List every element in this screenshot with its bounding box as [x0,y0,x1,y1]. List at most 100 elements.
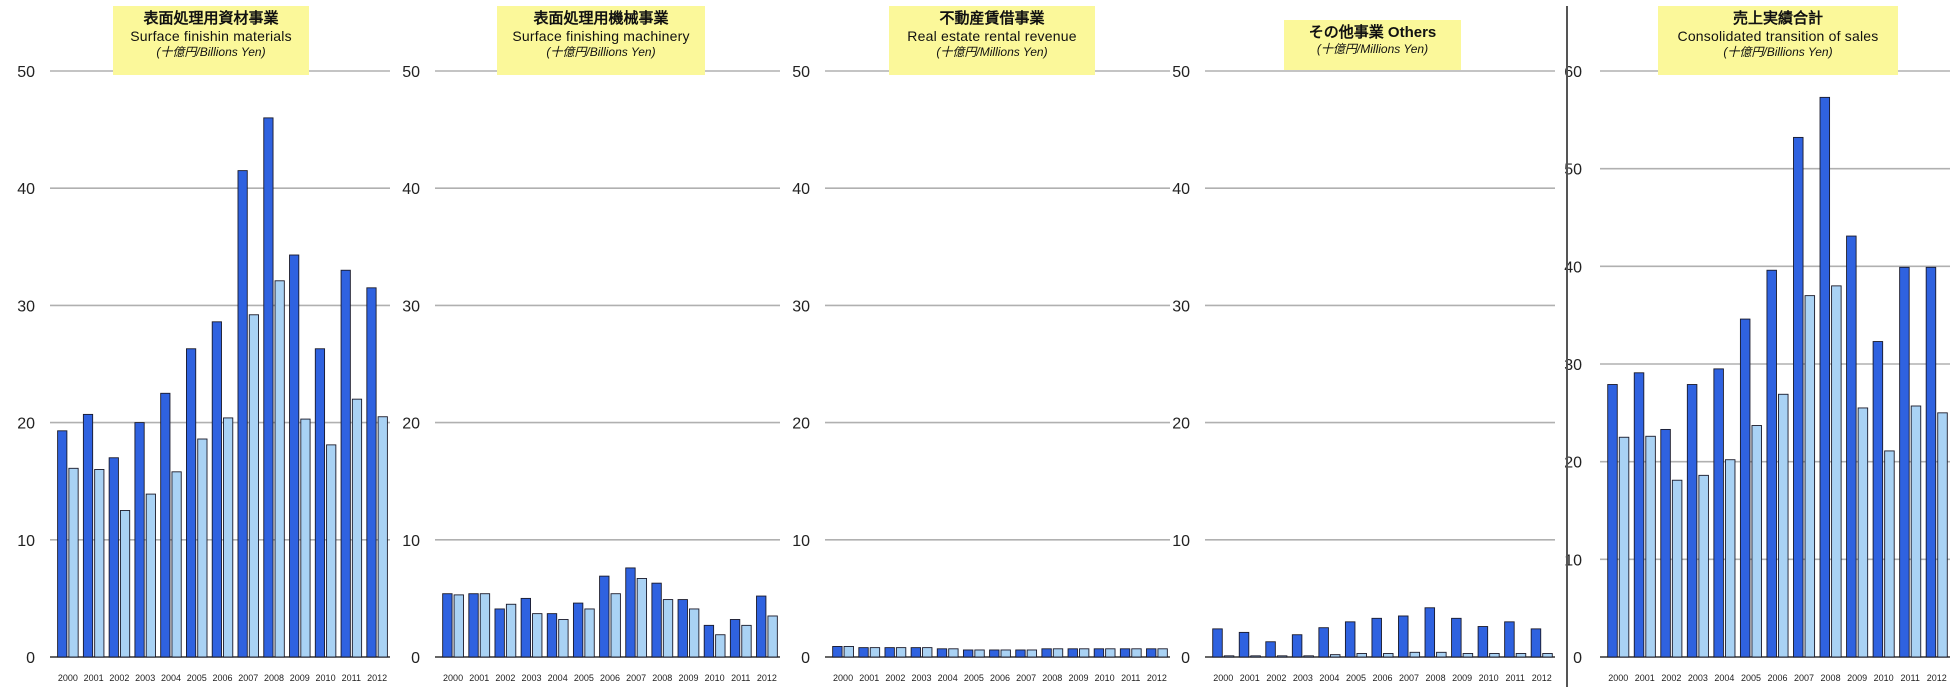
chart-4-ytick-label: 30 [1172,298,1190,315]
chart-1-xtick-label: 2007 [238,673,258,683]
chart-5-bar-2011-prior [1910,405,1922,658]
chart-3-bar-2011-current [1119,648,1131,658]
chart-4-bar-2002-prior [1276,655,1288,658]
chart-3-ytick-label: 50 [792,64,810,81]
chart-1-bar-2000-current [57,430,68,658]
chart-1-bar-2012-prior [377,416,388,658]
chart-3-bar-2003-current [910,647,921,658]
chart-4-bar-2007-current [1398,615,1409,658]
chart-5-xtick-label: 2010 [1874,673,1894,683]
chart-2-bar-2001-prior [479,593,491,658]
chart-5-bar-2004-current [1713,368,1724,658]
chart-1-title-box: 表面処理用資材事業 Surface finishin materials (十億… [113,6,309,75]
chart-3-bar-2008-prior [1052,648,1064,658]
chart-1-subtitle: Surface finishin materials [130,28,292,44]
chart-2-bar-2012-current [756,595,767,658]
chart-1-bar-2001-current [82,413,94,658]
chart-1-bar-2008-current [263,117,274,658]
chart-3-xtick-label: 2001 [859,673,879,683]
chart-3-xtick-label: 2008 [1042,673,1062,683]
chart-2-ytick-label: 20 [402,416,420,433]
chart-1-title: 表面処理用資材事業 [143,10,279,27]
chart-5-ytick-label: 40 [1564,259,1582,276]
chart-5-bar-2010-prior [1884,450,1895,658]
chart-3-bar-2006-current [989,649,1000,658]
chart-3-ytick-label: 20 [792,416,810,433]
chart-4-xtick-label: 2000 [1213,673,1233,683]
chart-4-bar-2001-prior [1250,655,1261,658]
chart-3-bar-2010-current [1093,648,1105,658]
chart-1-ytick-label: 10 [17,533,35,550]
chart-2-xtick-label: 2000 [443,673,463,683]
chart-4-xtick-label: 2008 [1426,673,1446,683]
chart-5-unit: (十億円/Billions Yen) [1723,45,1833,59]
chart-1-bar-2009-prior [300,418,311,658]
chart-1-bar-2003-prior [145,493,156,658]
chart-1-bar-2003-current [134,422,145,658]
chart-1-bar-2005-current [186,348,197,658]
chart-1-bar-2005-prior [197,438,208,658]
chart-3-bar-2006-prior [1000,649,1011,658]
chart-2-xtick-label: 2002 [495,673,515,683]
chart-1-ytick-label: 40 [17,181,35,198]
chart-1-xtick-label: 2006 [212,673,232,683]
chart-1-xtick-label: 2009 [290,673,310,683]
chart-5-bar-2003-current [1686,384,1698,658]
chart-5-ytick-label: 30 [1564,357,1582,374]
chart-2-bar-2011-prior [741,624,752,658]
chart-1-bar-2009-current [289,254,300,658]
chart-2-bar-2005-current [572,602,584,658]
chart-2-xtick-label: 2010 [705,673,725,683]
chart-5-bar-2004-prior [1724,459,1736,658]
chart-3-xtick-label: 2006 [990,673,1010,683]
chart-2-bar-2008-current [651,582,662,658]
chart-1-xtick-label: 2003 [135,673,155,683]
chart-2-xtick-label: 2012 [757,673,777,683]
chart-5-xtick-label: 2005 [1741,673,1761,683]
chart-5-bar-2006-current [1766,269,1777,658]
chart-3-unit: (十億円/Millions Yen) [936,45,1048,59]
chart-3-xtick-label: 2011 [1121,673,1140,683]
chart-1-xtick-label: 2004 [161,673,181,683]
chart-3-xtick-label: 2000 [833,673,853,683]
chart-2-title-box: 表面処理用機械事業 Surface finishing machinery (十… [497,6,705,75]
chart-3-bar-2001-current [858,647,869,658]
chart-3-bar-2012-current [1146,648,1157,658]
chart-1-ytick-label: 20 [17,416,35,433]
chart-1-bar-2006-prior [223,417,234,658]
chart-2-bar-2003-current [520,597,531,658]
chart-2-bar-2012-prior [767,615,778,658]
chart-1-bar-2000-prior [68,467,79,658]
chart-4-bar-2005-prior [1356,653,1367,658]
chart-3-xtick-label: 2004 [938,673,958,683]
chart-2-ytick-label: 10 [402,533,420,550]
chart-5-xtick-label: 2012 [1927,673,1947,683]
chart-2-bar-2008-prior [662,599,674,658]
chart-4-xtick-label: 2005 [1346,673,1366,683]
chart-4-xtick-label: 2006 [1372,673,1392,683]
chart-1-bar-2006-current [211,321,222,658]
chart-4-xtick-label: 2010 [1479,673,1499,683]
chart-5-bar-2002-current [1660,428,1671,658]
chart-5-bar-2011-current [1899,266,1910,658]
chart-1-xtick-label: 2012 [367,673,387,683]
chart-5-xtick-label: 2000 [1608,673,1628,683]
chart-2-xtick-label: 2007 [626,673,646,683]
chart-4-bar-2007-prior [1409,651,1421,658]
chart-1-bar-2010-prior [326,444,337,658]
chart-2-bar-2000-prior [453,594,464,658]
chart-3-bar-2005-prior [974,649,985,658]
chart-5-xtick-label: 2002 [1661,673,1681,683]
chart-3-xtick-label: 2009 [1068,673,1088,683]
chart-3-bar-2009-prior [1079,648,1090,658]
chart-1-xtick-label: 2002 [109,673,129,683]
chart-5-xtick-label: 2003 [1688,673,1708,683]
chart-3-ytick-label: 40 [792,181,810,198]
chart-2-ytick-label: 0 [411,650,420,667]
chart-4-bar-2010-prior [1489,653,1500,658]
chart-5-bar-2003-prior [1698,474,1709,658]
chart-2-bar-2004-current [546,613,558,658]
chart-5-bar-2001-current [1633,372,1645,658]
chart-2-bar-2001-current [468,593,479,658]
chart-5-xtick-label: 2004 [1714,673,1734,683]
